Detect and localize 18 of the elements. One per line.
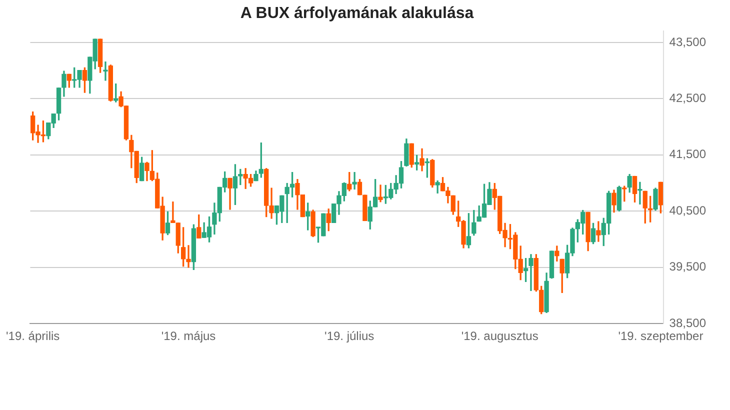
y-tick-label: 40,500 xyxy=(669,203,706,218)
x-tick-label: '19. július xyxy=(324,329,374,344)
y-tick-label: 42,500 xyxy=(669,90,706,105)
x-tick-label: '19. május xyxy=(161,329,216,344)
y-tick-label: 38,500 xyxy=(669,316,706,330)
y-tick-label: 41,500 xyxy=(669,147,706,162)
x-tick-label: '19. augusztus xyxy=(461,329,538,344)
candlestick xyxy=(378,184,383,202)
candlestick xyxy=(528,254,534,292)
chart-title: A BUX árfolyamának alakulása xyxy=(240,5,474,22)
candlestick xyxy=(352,172,357,190)
y-tick-label: 43,500 xyxy=(669,34,706,49)
candlestick xyxy=(638,182,642,204)
candlestick xyxy=(103,62,108,81)
y-tick-label: 39,500 xyxy=(669,260,706,274)
candlestick xyxy=(596,221,601,242)
x-tick-label: '19. április xyxy=(6,329,60,344)
x-tick-label: '19. szeptember xyxy=(618,329,704,344)
